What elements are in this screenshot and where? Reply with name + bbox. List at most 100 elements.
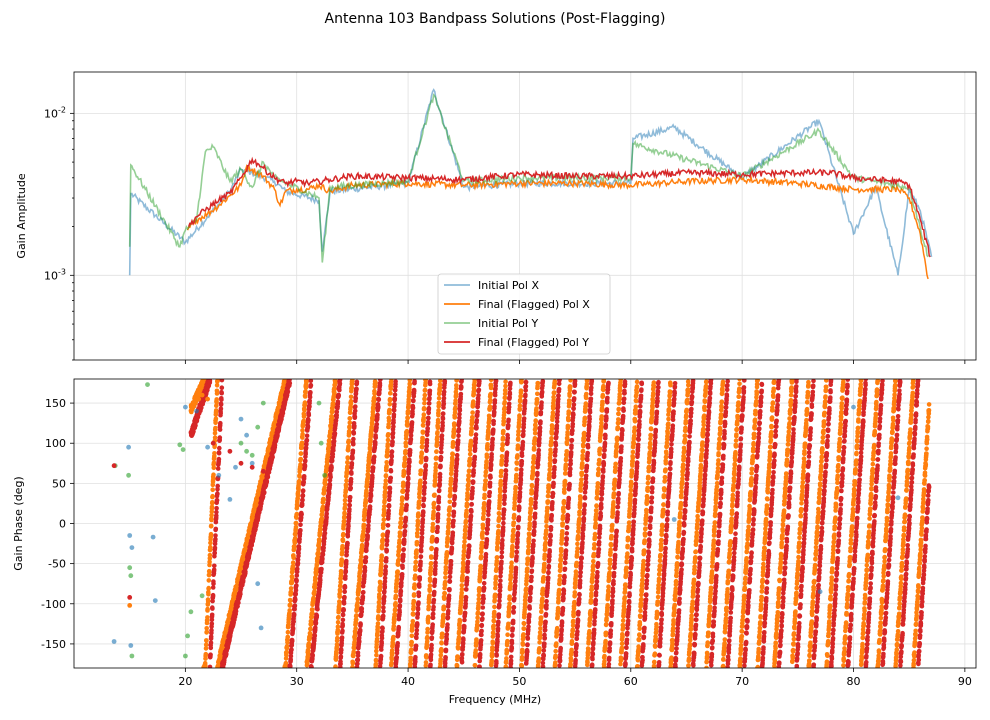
phase-point-track bbox=[423, 379, 428, 383]
phase-point-track bbox=[440, 631, 445, 637]
phase-point-track bbox=[415, 521, 421, 526]
phase-point-track bbox=[516, 422, 522, 428]
phase-point-track bbox=[622, 595, 628, 600]
phase-point-track bbox=[210, 493, 215, 499]
phase-point-track bbox=[382, 504, 387, 509]
phase-point-track bbox=[759, 583, 765, 589]
phase-point-track bbox=[529, 498, 534, 504]
phase-point-track bbox=[599, 414, 604, 419]
phase-point-track bbox=[733, 442, 739, 448]
phase-point-track bbox=[405, 421, 410, 427]
phase-point-track bbox=[701, 422, 706, 428]
phase-point-track bbox=[620, 625, 626, 631]
phase-point-track bbox=[508, 574, 514, 580]
phase-point-track bbox=[762, 546, 767, 551]
phase-point-track bbox=[635, 657, 641, 663]
phase-point-track bbox=[638, 614, 643, 620]
phase-point-track bbox=[301, 418, 307, 424]
phase-point-track bbox=[359, 554, 364, 559]
phase-point-track bbox=[315, 554, 321, 560]
phase-point-track bbox=[541, 574, 546, 580]
phase-point-track bbox=[818, 463, 824, 469]
phase-point-track bbox=[353, 626, 358, 631]
amp-series-group bbox=[128, 88, 933, 280]
phase-point-track bbox=[590, 572, 595, 577]
phase-point-track bbox=[481, 501, 487, 506]
phase-point-track bbox=[748, 489, 753, 495]
phase-point-track bbox=[562, 490, 567, 495]
phase-point-track bbox=[384, 460, 390, 465]
phase-point-track bbox=[746, 524, 751, 529]
phase-point-track bbox=[342, 502, 348, 507]
phase-point-track bbox=[418, 478, 423, 484]
phase-point-track bbox=[339, 558, 345, 564]
phase-point-track bbox=[633, 398, 639, 404]
phase-point-track bbox=[387, 407, 392, 413]
phase-point-track bbox=[827, 619, 832, 624]
phase-point-track bbox=[786, 429, 792, 435]
phase-point-track bbox=[667, 397, 672, 403]
phase-point-track bbox=[337, 594, 343, 599]
phase-point-track bbox=[767, 462, 772, 467]
phase-point-track bbox=[325, 458, 330, 463]
phase-point-track bbox=[784, 471, 789, 477]
phase-point-track bbox=[492, 604, 497, 610]
phase-point-track bbox=[362, 512, 368, 517]
phase-point-track bbox=[506, 612, 512, 617]
phase-point-track bbox=[476, 600, 481, 606]
phase-point-track bbox=[381, 517, 387, 522]
phase-point-track bbox=[468, 438, 474, 444]
phase-point-track bbox=[527, 521, 533, 526]
phase-point-track bbox=[590, 579, 595, 585]
phase-point-track bbox=[458, 608, 463, 614]
phase-point-track bbox=[350, 664, 355, 668]
phase-point-track bbox=[794, 578, 800, 584]
phase-point-track bbox=[814, 539, 819, 544]
phase-point-track bbox=[378, 570, 384, 575]
phase-point-track bbox=[342, 511, 347, 517]
phase-point-track bbox=[497, 495, 503, 500]
phase-point-track bbox=[494, 555, 500, 560]
phase-point-track bbox=[660, 523, 665, 529]
phase-point-track bbox=[811, 585, 817, 590]
phase-point-track bbox=[396, 557, 401, 563]
phase-point-track bbox=[433, 461, 439, 467]
phase-point-track bbox=[513, 489, 518, 495]
phase-point-track bbox=[364, 489, 369, 495]
phase-point-track bbox=[317, 537, 322, 542]
phase-point-track bbox=[439, 640, 444, 646]
legend-label: Initial Pol X bbox=[478, 279, 539, 292]
phase-point-track bbox=[611, 491, 617, 496]
phase-point-track bbox=[203, 652, 209, 657]
phase-point-track bbox=[310, 607, 315, 612]
phase-point-track bbox=[819, 454, 825, 460]
phase-point-track bbox=[661, 502, 666, 507]
phase-point-track bbox=[446, 525, 451, 531]
phase-point-track bbox=[638, 602, 644, 607]
phase-point-track bbox=[551, 403, 556, 409]
phase-point-track bbox=[689, 613, 694, 618]
phase-point-track bbox=[523, 586, 529, 591]
phase-point-track bbox=[738, 656, 743, 661]
phase-point-track bbox=[531, 460, 536, 466]
phase-point-track bbox=[477, 586, 482, 591]
phase-point-track bbox=[787, 416, 792, 422]
phase-point-track bbox=[661, 507, 666, 513]
phase-point-track bbox=[648, 426, 654, 432]
phase-point-track bbox=[712, 520, 718, 525]
phase-point-track bbox=[569, 639, 575, 644]
phase-point-track bbox=[672, 602, 677, 608]
phase-point-track bbox=[728, 527, 734, 532]
phase-point-track bbox=[716, 458, 721, 463]
phase-point-track bbox=[808, 634, 814, 639]
phase-point-track bbox=[838, 430, 843, 436]
phase-point-track bbox=[544, 511, 550, 517]
phase-point-track bbox=[450, 457, 455, 463]
phase-point-track bbox=[717, 437, 722, 442]
phase-point-track bbox=[471, 399, 476, 404]
phase-point-track bbox=[796, 559, 801, 564]
phase-point-track bbox=[430, 526, 436, 532]
phase-point-track bbox=[624, 565, 629, 571]
phase-point-track bbox=[512, 503, 517, 508]
phase-point-track bbox=[464, 508, 469, 514]
